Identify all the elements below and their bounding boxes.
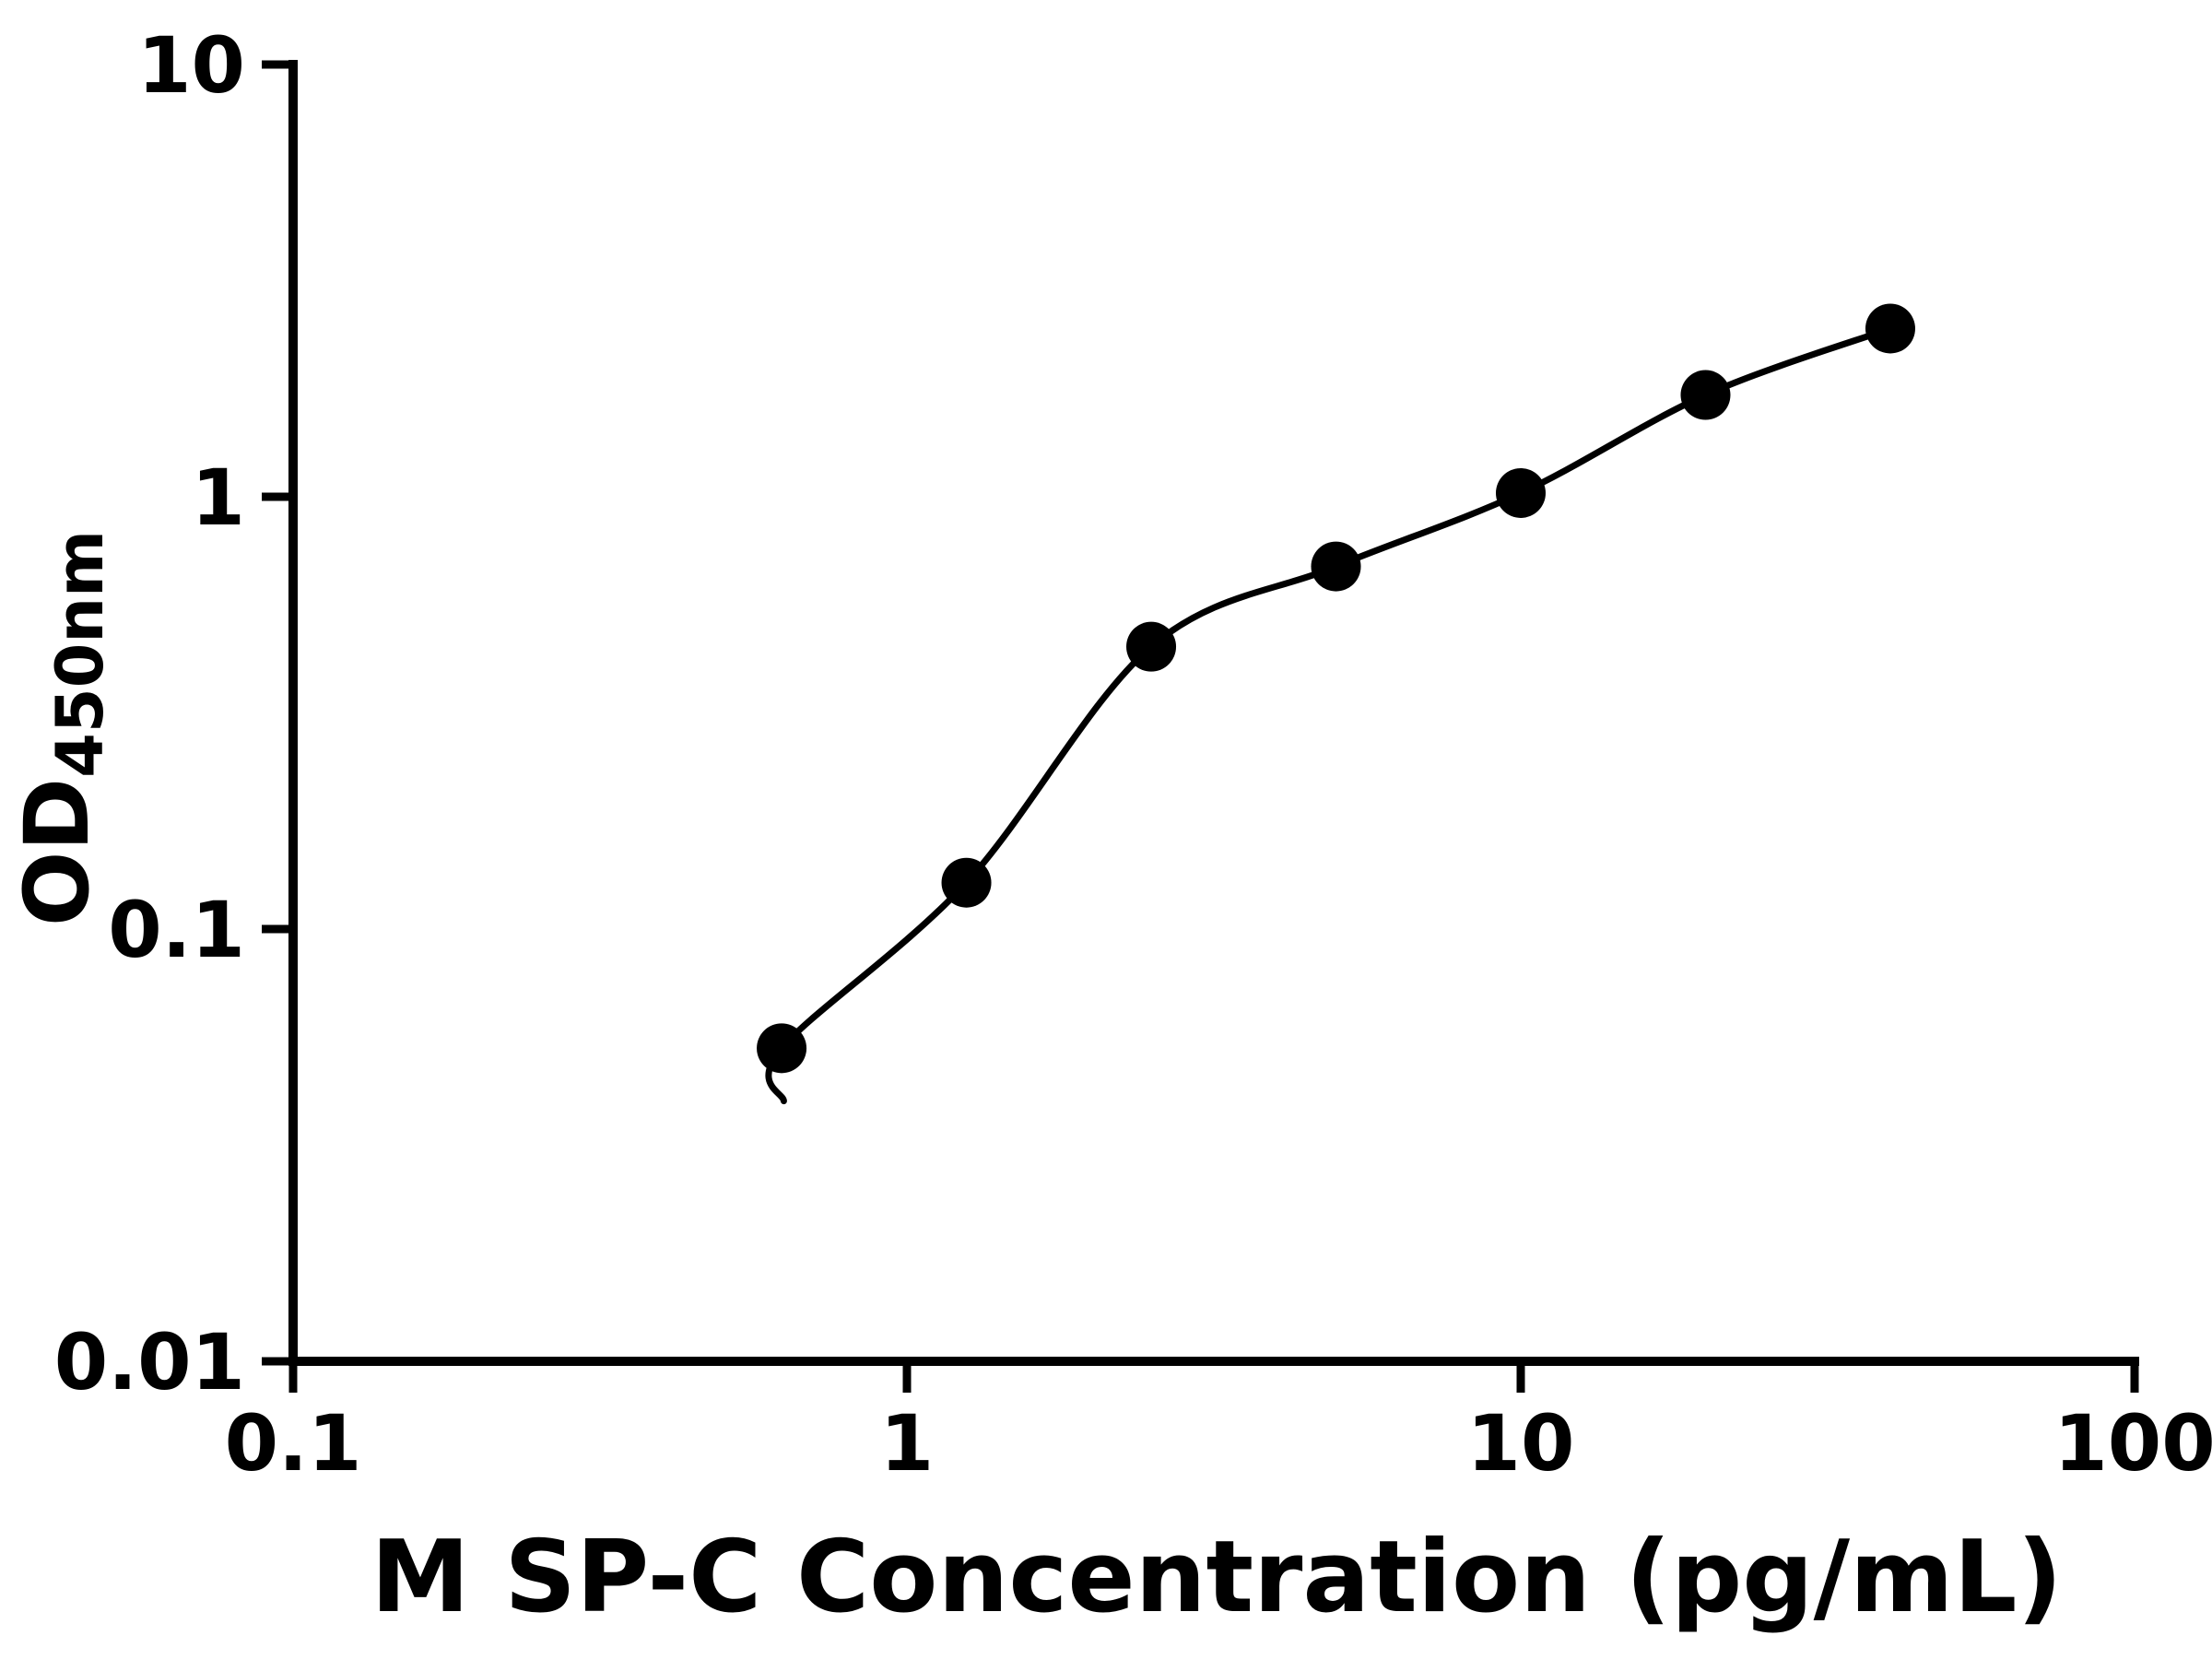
data-point	[1311, 541, 1361, 592]
x-tick-label: 10	[1467, 1398, 1575, 1488]
y-tick-label: 10	[137, 20, 245, 111]
x-axis-title: M SP-C Concentration (pg/mL)	[371, 1520, 2063, 1635]
y-tick-label: 0.01	[54, 1317, 245, 1407]
x-tick-label: 1	[880, 1398, 934, 1488]
data-point	[1126, 621, 1177, 672]
data-point	[1496, 467, 1546, 518]
y-axis-title-main: OD	[6, 778, 109, 926]
data-point	[1865, 303, 1915, 354]
y-axis-title: OD450nm	[6, 530, 118, 926]
x-tick-label: 0.1	[225, 1398, 362, 1488]
y-tick-label: 0.1	[108, 885, 245, 975]
y-axis-title-subscript: 450nm	[42, 530, 118, 778]
fit-curve	[765, 325, 1894, 1105]
data-point	[1680, 370, 1731, 420]
data-point	[941, 857, 992, 908]
y-tick-label: 1	[192, 453, 245, 543]
x-tick-label: 100	[2053, 1398, 2212, 1488]
data-point	[757, 1023, 807, 1074]
